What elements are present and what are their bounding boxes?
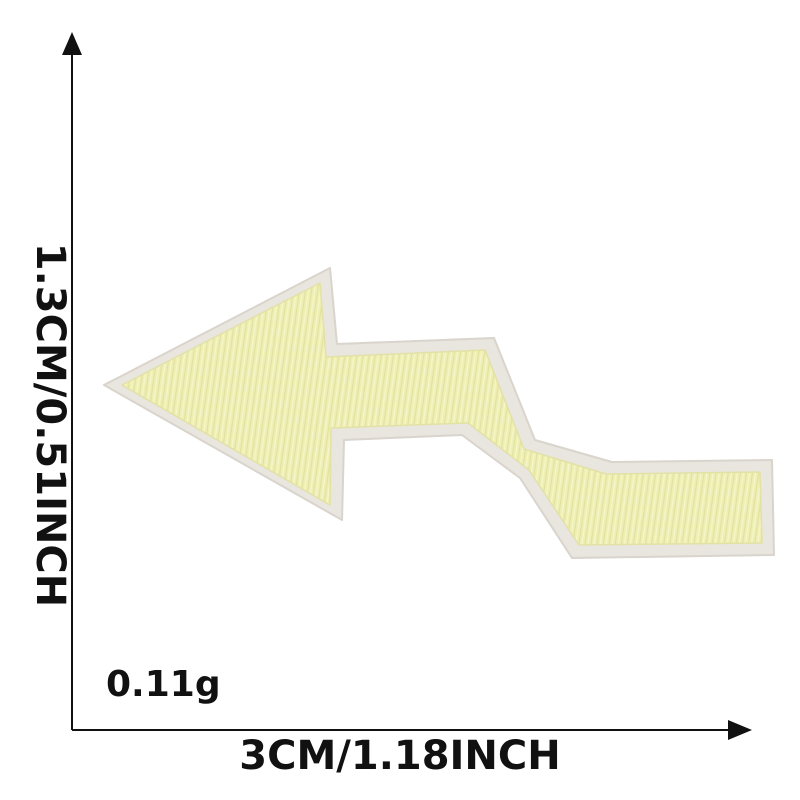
weight-label: 0.11g bbox=[106, 664, 221, 705]
height-dimension-label: 1.3CM/0.51INCH bbox=[27, 242, 73, 608]
right-arrowhead-icon bbox=[728, 720, 752, 740]
patch-fill bbox=[121, 282, 763, 546]
width-dimension-label: 3CM/1.18INCH bbox=[239, 733, 561, 779]
arrow-patch-image bbox=[103, 267, 775, 559]
horizontal-dimension-axis bbox=[72, 720, 752, 740]
up-arrowhead-icon bbox=[62, 32, 82, 55]
vertical-dimension-axis bbox=[62, 32, 82, 730]
